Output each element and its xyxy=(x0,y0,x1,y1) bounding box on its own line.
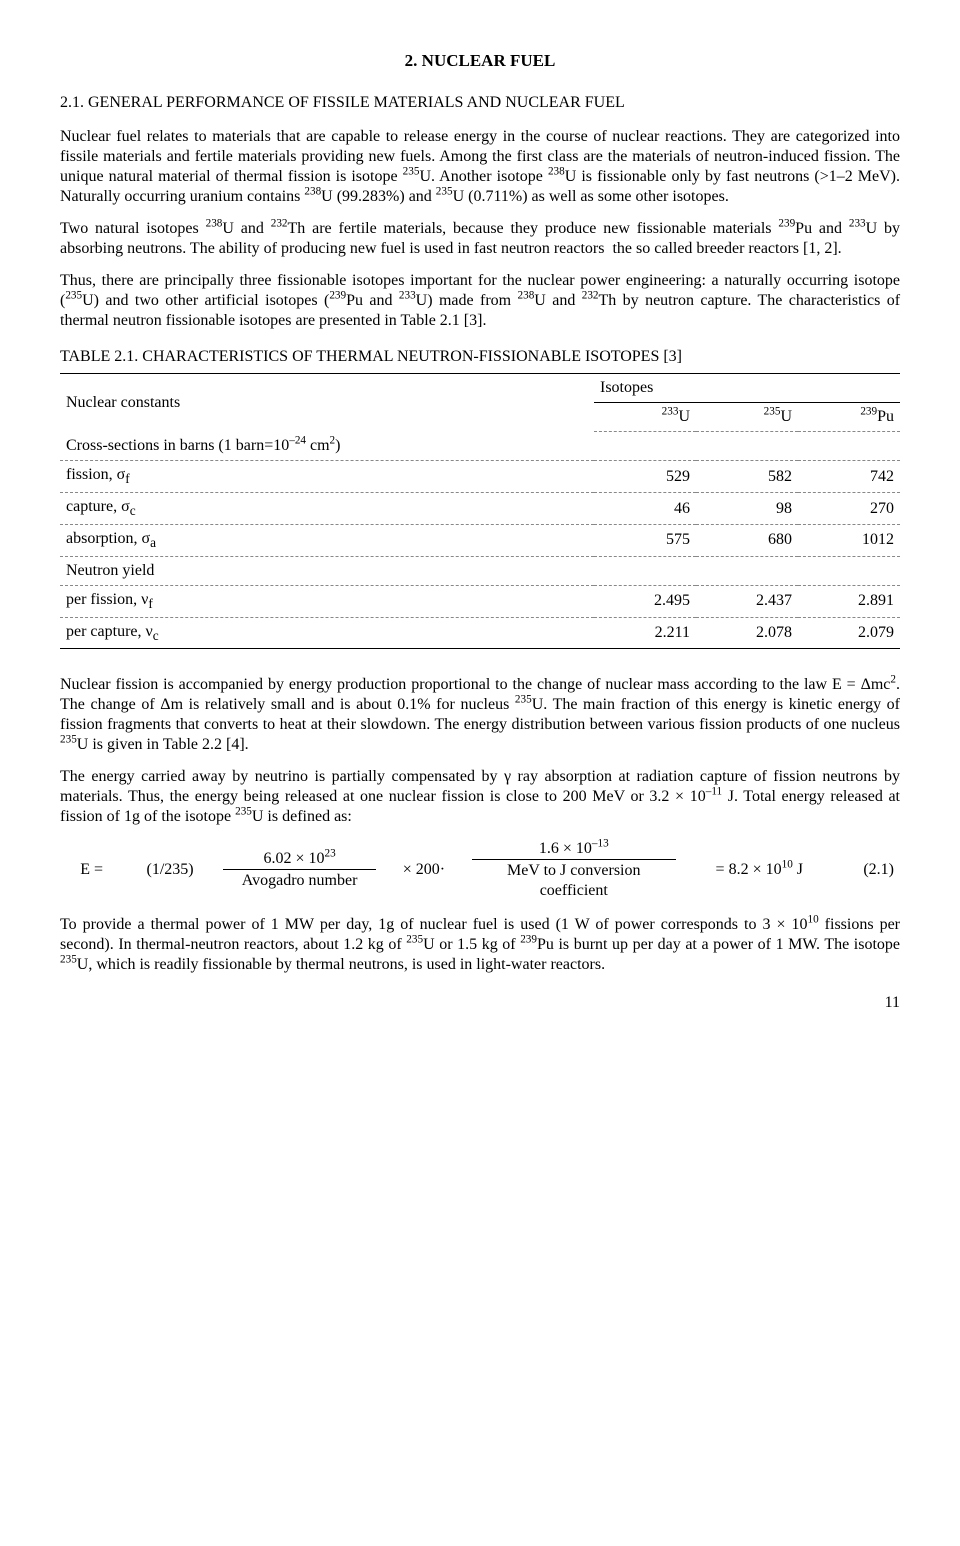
eq-term-avogadro: 6.02 × 1023 Avogadro number xyxy=(217,839,382,901)
row-label-per-capture: per capture, νc xyxy=(60,617,594,649)
eq-rhs: = 8.2 × 1010 J xyxy=(682,839,837,901)
cell: 742 xyxy=(798,461,900,493)
paragraph-6: To provide a thermal power of 1 MW per d… xyxy=(60,915,900,975)
paragraph-3: Thus, there are principally three fissio… xyxy=(60,271,900,331)
eq-term-mev-to-j: 1.6 × 10–13 MeV to J conversion coeffici… xyxy=(466,839,682,901)
row-label-fission: fission, σf xyxy=(60,461,594,493)
row-label-per-fission: per fission, νf xyxy=(60,585,594,617)
cell: 2.495 xyxy=(594,585,696,617)
col-239pu: 239Pu xyxy=(798,403,900,432)
cell: 2.891 xyxy=(798,585,900,617)
cell: 529 xyxy=(594,461,696,493)
cell: 2.211 xyxy=(594,617,696,649)
page-number: 11 xyxy=(60,993,900,1013)
table-row-header: Nuclear constants xyxy=(60,374,594,432)
cell: 2.437 xyxy=(696,585,798,617)
cell: 46 xyxy=(594,493,696,525)
table-caption: TABLE 2.1. CHARACTERISTICS OF THERMAL NE… xyxy=(60,347,900,367)
cell: 575 xyxy=(594,524,696,556)
chapter-title: 2. NUCLEAR FUEL xyxy=(60,50,900,71)
cell: 270 xyxy=(798,493,900,525)
col-235u: 235U xyxy=(696,403,798,432)
cell: 1012 xyxy=(798,524,900,556)
eq-op-times200: × 200· xyxy=(382,839,466,901)
col-233u: 233U xyxy=(594,403,696,432)
section-title: 2.1. GENERAL PERFORMANCE OF FISSILE MATE… xyxy=(60,93,900,113)
eq-lhs: E = xyxy=(60,839,123,901)
cell: 2.078 xyxy=(696,617,798,649)
cell: 680 xyxy=(696,524,798,556)
row-label-absorption: absorption, σa xyxy=(60,524,594,556)
cell: 98 xyxy=(696,493,798,525)
cell: 2.079 xyxy=(798,617,900,649)
eq-number: (2.1) xyxy=(837,839,900,901)
row-label-capture: capture, σc xyxy=(60,493,594,525)
isotopes-label: Isotopes xyxy=(594,374,900,403)
section-cross-sections: Cross-sections in barns (1 barn=10–24 cm… xyxy=(60,432,900,461)
paragraph-4: Nuclear fission is accompanied by energy… xyxy=(60,675,900,755)
paragraph-5: The energy carried away by neutrino is p… xyxy=(60,767,900,827)
paragraph-2: Two natural isotopes 238U and 232Th are … xyxy=(60,219,900,259)
eq-term-1a: (1/235) xyxy=(123,839,217,901)
paragraph-1: Nuclear fuel relates to materials that a… xyxy=(60,127,900,207)
table-2-1: Nuclear constants Isotopes 233U 235U 239… xyxy=(60,373,900,649)
equation-2-1: E = (1/235) 6.02 × 1023 Avogadro number … xyxy=(60,839,900,901)
cell: 582 xyxy=(696,461,798,493)
section-neutron-yield: Neutron yield xyxy=(60,556,900,585)
